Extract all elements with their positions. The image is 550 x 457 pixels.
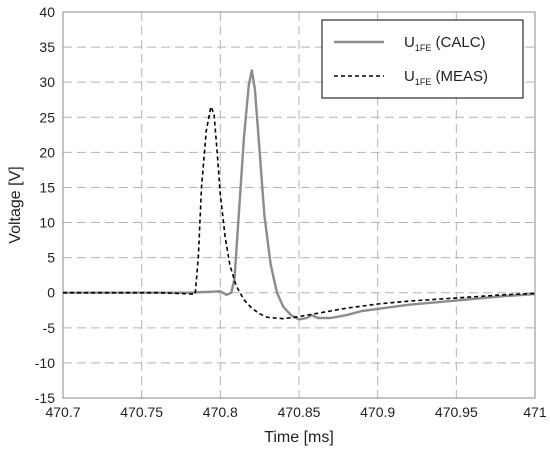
legend-label-calc-suffix: (CALC) — [431, 34, 485, 51]
y-tick-label: 15 — [39, 179, 55, 195]
y-tick-label: -10 — [35, 355, 55, 371]
y-tick-label: 25 — [39, 109, 55, 125]
x-tick-label: 470.8 — [203, 404, 238, 420]
legend-label-calc-sub: 1FE — [415, 43, 432, 53]
legend-label-meas-main: U — [404, 68, 415, 85]
y-tick-label: 0 — [47, 285, 55, 301]
tick-labels: -15 -10 -5 0 5 10 15 20 25 30 35 40 470.7 470.75 470.8… — [35, 4, 547, 420]
series-line-meas — [63, 105, 536, 320]
legend-label-meas-suffix: (MEAS) — [431, 68, 488, 85]
series-lines — [63, 69, 536, 321]
y-tick-label: 5 — [47, 250, 55, 266]
legend-label-calc: U1FE (CALC) — [404, 34, 486, 53]
y-tick-label: 10 — [39, 215, 55, 231]
x-tick-label: 470.85 — [278, 404, 321, 420]
legend-label-meas-sub: 1FE — [415, 77, 432, 87]
legend: U1FE (CALC) U1FE (MEAS) — [321, 19, 524, 99]
series-line-calc — [63, 69, 536, 321]
y-tick-label: -5 — [43, 320, 56, 336]
plot-area-frame — [62, 11, 536, 399]
x-tick-label: 470.9 — [360, 404, 395, 420]
y-tick-label: 40 — [39, 4, 55, 20]
x-tick-label: 470.7 — [45, 404, 80, 420]
legend-label-calc-main: U — [404, 34, 415, 51]
y-tick-label: -15 — [35, 390, 55, 406]
legend-box — [321, 19, 524, 99]
y-tick-label: 30 — [39, 74, 55, 90]
legend-label-meas: U1FE (MEAS) — [404, 68, 488, 87]
y-tick-label: 20 — [39, 144, 55, 160]
x-tick-label: 470.75 — [120, 404, 163, 420]
x-tick-label: 470.95 — [435, 404, 478, 420]
x-axis-title: Time [ms] — [264, 429, 334, 446]
x-tick-label: 471 — [523, 404, 547, 420]
y-axis-title: Voltage [V] — [7, 166, 24, 243]
y-tick-label: 35 — [39, 39, 55, 55]
